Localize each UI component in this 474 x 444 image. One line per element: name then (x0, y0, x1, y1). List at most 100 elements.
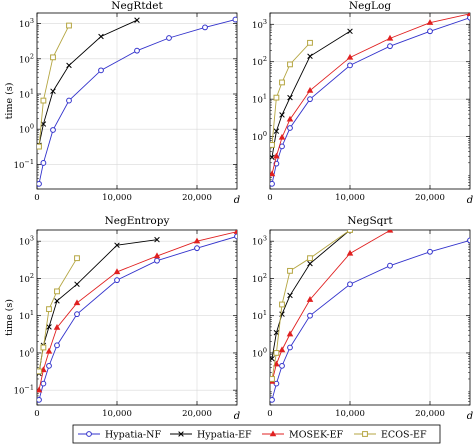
y-tick-label: 101 (19, 309, 34, 322)
y-tick-label: 102 (252, 55, 267, 68)
x-tick-label: 0 (34, 409, 39, 419)
series-layer (37, 230, 237, 403)
point-mosek-ef (273, 152, 280, 159)
point-mosek-ef (306, 296, 314, 302)
x-axis-label: d (467, 411, 473, 422)
point-hypatia-nf (37, 180, 42, 187)
y-tick-label: 102 (19, 52, 34, 65)
y-tick-label: 100 (19, 346, 34, 359)
y-axis-label: time (s) (4, 299, 15, 336)
point-mosek-ef (466, 13, 470, 17)
series-line-mosek-ef (271, 13, 470, 175)
point-hypatia-nf (154, 257, 160, 264)
y-tick-label: 101 (252, 309, 267, 322)
point-hypatia-nf (467, 14, 470, 21)
point-hypatia-ef (74, 281, 80, 287)
point-ecos-ef (54, 288, 60, 295)
point-hypatia-nf (40, 160, 47, 166)
point-mosek-ef (193, 237, 201, 244)
point-hypatia-ef (273, 329, 280, 336)
y-tick-label: 103 (252, 235, 267, 248)
point-hypatia-nf (234, 233, 237, 240)
point-hypatia-ef (98, 33, 104, 40)
y-tick-label: 10−1 (14, 158, 34, 171)
point-hypatia-nf (232, 16, 237, 23)
point-hypatia-ef (279, 112, 285, 118)
point-ecos-ef (66, 22, 72, 29)
point-hypatia-nf (74, 311, 80, 318)
point-mosek-ef (153, 252, 161, 259)
point-hypatia-nf (114, 277, 120, 284)
point-mosek-ef (45, 347, 53, 354)
x-tick-label: 10,000 (102, 409, 132, 419)
point-ecos-ef (37, 143, 42, 150)
series-line-hypatia-nf (271, 239, 470, 400)
panel-negentropy: 10−1 100 101 102 103 0 10,000 20,000 NegEntropy d… (4, 215, 240, 422)
point-ecos-ef (287, 267, 293, 274)
x-tick-label: 20,000 (415, 409, 445, 419)
legend-box (72, 424, 441, 444)
point-hypatia-ef (66, 62, 72, 69)
point-hypatia-nf (46, 362, 52, 369)
point-mosek-ef (233, 230, 237, 234)
point-ecos-ef (50, 54, 56, 61)
point-hypatia-nf (134, 47, 140, 54)
point-hypatia-nf (307, 96, 313, 103)
point-mosek-ef (426, 19, 434, 25)
panel-negrtdet: 10−1 100 101 102 103 0 10,000 20,000 NegRtdet d ti… (4, 0, 240, 206)
point-hypatia-nf (98, 67, 104, 74)
point-ecos-ef (347, 230, 353, 233)
point-hypatia-nf (279, 362, 285, 369)
series-line-ecos-ef (38, 257, 78, 372)
point-ecos-ef (270, 142, 275, 148)
point-mosek-ef (40, 366, 47, 373)
series-line-mosek-ef (271, 230, 391, 382)
legend-marker-hypatia-ef (178, 431, 184, 437)
legend-label-hypatia-ef: Hypatia-EF (197, 430, 252, 441)
point-ecos-ef (74, 255, 80, 262)
point-mosek-ef (37, 386, 43, 393)
point-mosek-ef (53, 323, 61, 330)
y-tick-label: 102 (252, 272, 267, 285)
y-tick-label: 10−1 (14, 384, 34, 397)
legend: Hypatia-NF Hypatia-EF MOSEK-EF ECOS-EF (72, 424, 441, 444)
point-ecos-ef (307, 255, 313, 262)
point-hypatia-ef (154, 236, 160, 243)
point-hypatia-ef (134, 17, 140, 23)
point-mosek-ef (73, 299, 81, 306)
legend-label-hypatia-nf: Hypatia-NF (105, 430, 161, 441)
panel-negsqrt: 100 101 102 103 0 10,000 20,000 NegSqrt d (252, 215, 473, 422)
x-tick-label: 10,000 (335, 409, 365, 419)
x-tick-label: 0 (267, 409, 272, 419)
point-hypatia-nf (427, 248, 433, 255)
point-mosek-ef (278, 133, 286, 140)
point-mosek-ef (346, 53, 354, 60)
point-hypatia-nf (347, 62, 353, 69)
plot-frame (36, 12, 238, 190)
series-layer (270, 13, 470, 187)
point-hypatia-ef (347, 28, 353, 35)
y-tick-label: 100 (19, 123, 34, 136)
point-ecos-ef (40, 344, 47, 351)
y-tick-label: 103 (252, 18, 267, 31)
series-line-hypatia-ef (38, 19, 138, 146)
series-line-hypatia-ef (38, 239, 158, 374)
y-tick-label: 100 (252, 346, 267, 359)
point-mosek-ef (270, 170, 276, 177)
plot-frame (269, 12, 471, 190)
point-mosek-ef (286, 115, 294, 122)
panel-neglog: 100 101 102 103 0 10,000 20,000 NegLog d (252, 0, 473, 206)
point-hypatia-nf (166, 35, 172, 41)
point-hypatia-ef (40, 121, 47, 127)
series-line-hypatia-nf (38, 235, 237, 400)
point-mosek-ef (386, 34, 394, 41)
x-tick-label: 0 (34, 193, 39, 203)
legend-marker-ecos-ef (362, 431, 368, 437)
point-hypatia-ef (307, 53, 313, 60)
point-mosek-ef (273, 360, 280, 367)
point-ecos-ef (279, 301, 285, 308)
point-hypatia-ef (270, 154, 275, 161)
series-layer (37, 16, 237, 187)
point-hypatia-nf (387, 262, 393, 269)
